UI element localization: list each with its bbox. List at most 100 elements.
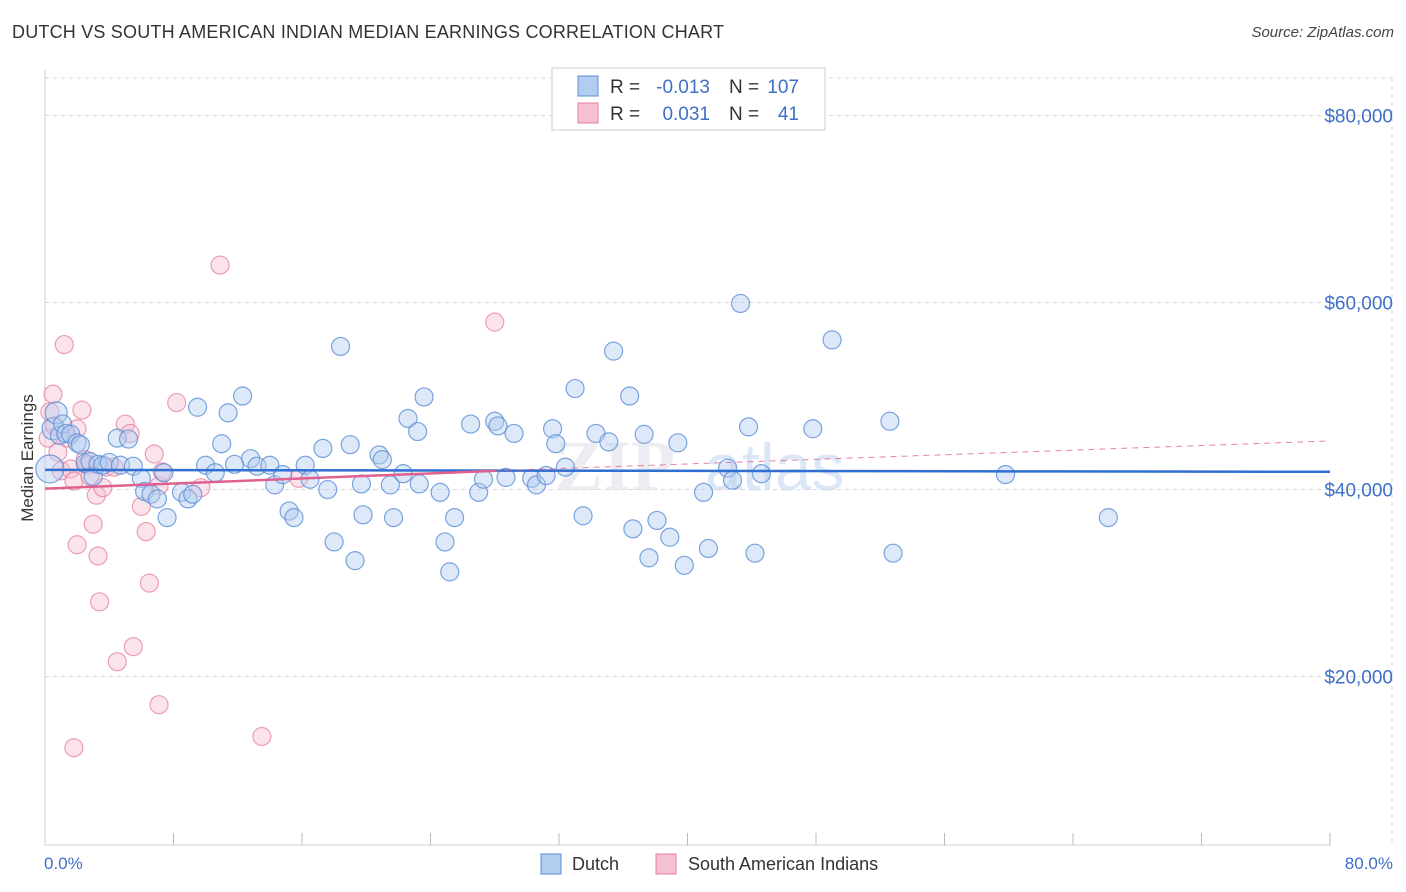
legend-label-dutch: Dutch bbox=[572, 854, 619, 874]
legend-n-label-dutch: N = bbox=[729, 77, 759, 98]
legend-r-value-sai: 0.031 bbox=[662, 104, 710, 125]
point-dutch bbox=[883, 543, 903, 563]
x-tick-label-max: 80.0% bbox=[1345, 854, 1393, 873]
watermark-zip: ZIP bbox=[555, 426, 675, 506]
point-dutch bbox=[639, 548, 659, 568]
point-south-american-indians bbox=[67, 535, 87, 555]
point-dutch bbox=[660, 527, 680, 547]
x-tick-label-min: 0.0% bbox=[44, 854, 83, 873]
point-dutch bbox=[313, 438, 333, 459]
correlation-legend: R = -0.013 N = 107 R = 0.031 N = 41 bbox=[551, 67, 826, 131]
point-dutch bbox=[745, 543, 765, 563]
point-south-american-indians bbox=[72, 400, 92, 420]
legend-r-label-sai: R = bbox=[610, 104, 640, 125]
point-dutch bbox=[573, 506, 593, 526]
point-dutch bbox=[693, 482, 714, 502]
point-dutch bbox=[623, 519, 643, 539]
point-dutch bbox=[620, 386, 640, 406]
y-tick-labels: $20,000 $40,000 $60,000 $80,000 bbox=[1324, 106, 1393, 688]
y-axis-title: Median Earnings bbox=[18, 394, 37, 522]
point-south-american-indians bbox=[167, 392, 187, 413]
point-dutch bbox=[345, 551, 365, 571]
watermark-atlas: atlas bbox=[705, 430, 844, 504]
south-american-indians-points bbox=[38, 255, 505, 758]
point-dutch bbox=[183, 484, 203, 504]
point-dutch bbox=[324, 532, 344, 552]
point-dutch bbox=[722, 470, 743, 490]
point-dutch bbox=[398, 408, 418, 429]
point-dutch bbox=[67, 433, 87, 453]
point-dutch bbox=[99, 452, 119, 473]
point-dutch bbox=[738, 417, 759, 437]
point-dutch bbox=[751, 464, 771, 484]
series-legend: Dutch South American Indians bbox=[540, 853, 878, 875]
point-dutch bbox=[205, 463, 225, 483]
point-south-american-indians bbox=[139, 573, 160, 593]
point-dutch bbox=[318, 479, 338, 500]
legend-r-label-dutch: R = bbox=[610, 77, 640, 98]
chart-title: DUTCH VS SOUTH AMERICAN INDIAN MEDIAN EA… bbox=[12, 22, 725, 42]
point-dutch bbox=[284, 508, 304, 528]
point-south-american-indians bbox=[43, 384, 63, 404]
point-south-american-indians bbox=[83, 514, 103, 534]
point-south-american-indians bbox=[107, 652, 127, 672]
point-dutch bbox=[496, 467, 516, 488]
point-dutch bbox=[118, 429, 139, 449]
point-dutch bbox=[542, 419, 563, 439]
point-south-american-indians bbox=[149, 695, 169, 715]
point-south-american-indians bbox=[90, 592, 110, 612]
point-south-american-indians bbox=[210, 255, 230, 275]
point-dutch bbox=[44, 401, 68, 425]
point-south-american-indians bbox=[64, 738, 84, 758]
legend-swatch-south-american-indians bbox=[577, 102, 599, 124]
trend-line-south-american-indians bbox=[44, 469, 495, 490]
point-dutch bbox=[430, 482, 450, 502]
point-dutch bbox=[212, 434, 232, 454]
point-dutch bbox=[822, 330, 842, 350]
point-dutch bbox=[70, 435, 90, 455]
point-dutch bbox=[565, 378, 585, 399]
point-dutch bbox=[668, 433, 688, 453]
point-dutch bbox=[504, 423, 524, 444]
point-dutch bbox=[674, 555, 694, 575]
point-dutch bbox=[440, 562, 460, 582]
point-south-american-indians bbox=[144, 444, 164, 464]
legend-swatch-sai-bottom bbox=[655, 853, 677, 875]
legend-label-south-american-indians: South American Indians bbox=[688, 854, 878, 874]
point-dutch bbox=[147, 489, 168, 509]
point-dutch bbox=[383, 508, 404, 528]
point-dutch bbox=[154, 463, 174, 483]
trend-lines bbox=[44, 440, 1331, 490]
point-dutch bbox=[444, 508, 465, 528]
point-dutch bbox=[232, 386, 253, 406]
x-axis-ticks bbox=[173, 833, 1331, 845]
point-south-american-indians bbox=[54, 334, 74, 355]
legend-swatch-dutch bbox=[577, 75, 599, 97]
point-dutch bbox=[647, 510, 667, 531]
y-tick-label: $60,000 bbox=[1324, 293, 1393, 314]
watermark: ZIP atlas bbox=[555, 426, 844, 506]
point-dutch bbox=[698, 538, 718, 559]
point-dutch bbox=[187, 397, 208, 417]
point-dutch bbox=[599, 432, 619, 452]
point-dutch bbox=[1098, 508, 1118, 528]
point-dutch bbox=[330, 336, 351, 357]
point-dutch bbox=[730, 293, 751, 314]
point-dutch bbox=[409, 474, 429, 494]
point-dutch bbox=[218, 403, 238, 423]
trend-line-dutch bbox=[44, 468, 1331, 474]
point-dutch bbox=[461, 414, 481, 434]
point-dutch bbox=[718, 458, 738, 478]
point-south-american-indians bbox=[485, 312, 505, 332]
point-dutch bbox=[241, 449, 261, 469]
point-dutch bbox=[995, 464, 1016, 485]
point-dutch bbox=[634, 424, 654, 444]
point-dutch bbox=[604, 341, 624, 361]
point-dutch bbox=[351, 474, 372, 494]
legend-r-value-dutch: -0.013 bbox=[656, 77, 710, 98]
point-dutch bbox=[473, 469, 494, 489]
point-dutch bbox=[408, 421, 428, 442]
point-dutch bbox=[880, 411, 900, 431]
point-dutch bbox=[555, 457, 576, 477]
